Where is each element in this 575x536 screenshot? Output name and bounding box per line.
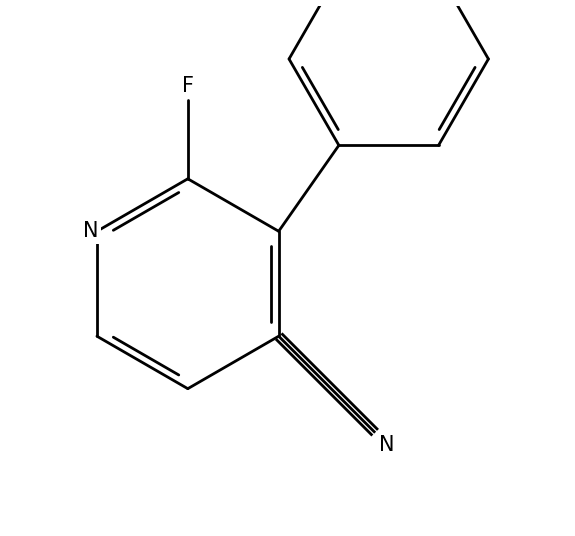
Text: N: N [380, 435, 395, 455]
Text: N: N [83, 221, 98, 241]
Text: F: F [182, 77, 194, 96]
